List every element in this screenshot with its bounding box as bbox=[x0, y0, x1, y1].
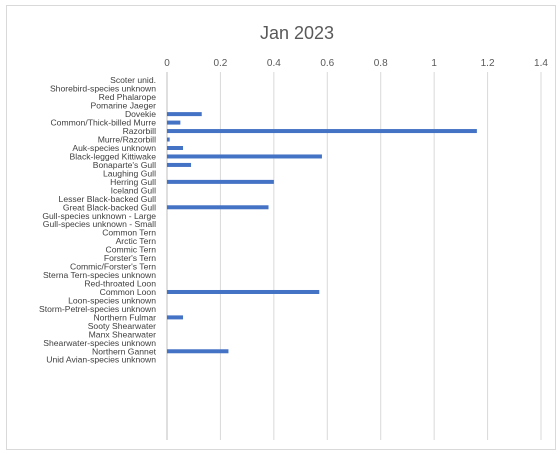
x-tick-label: 0.8 bbox=[374, 58, 388, 69]
category-label: Pomarine Jaeger bbox=[91, 101, 157, 111]
x-tick-label: 0.2 bbox=[213, 58, 227, 69]
category-label: Gull-species unknown - Small bbox=[43, 219, 156, 229]
x-tick-label: 0 bbox=[164, 58, 170, 69]
category-labels: Scoter unid.Shorebird-species unknownRed… bbox=[39, 75, 157, 365]
category-label: Common Tern bbox=[102, 228, 156, 238]
category-label: Black-legged Kittiwake bbox=[70, 151, 157, 161]
category-label: Arctic Tern bbox=[116, 236, 157, 246]
category-label: Red Phalarope bbox=[99, 92, 157, 102]
category-label: Gull-species unknown - Large bbox=[42, 211, 156, 221]
category-label: Bonaparte's Gull bbox=[93, 160, 156, 170]
category-label: Commic Tern bbox=[106, 245, 157, 255]
category-label: Manx Shearwater bbox=[89, 329, 156, 339]
bar bbox=[167, 129, 477, 134]
category-label: Dovekie bbox=[125, 109, 156, 119]
category-label: Unid Avian-species unknown bbox=[46, 355, 156, 365]
category-label: Murre/Razorbill bbox=[98, 135, 156, 145]
category-label: Red-throated Loon bbox=[84, 279, 156, 289]
category-label: Shorebird-species unknown bbox=[50, 84, 156, 94]
category-label: Laughing Gull bbox=[103, 168, 156, 178]
category-label: Sooty Shearwater bbox=[88, 321, 156, 331]
bar bbox=[167, 112, 202, 117]
bar bbox=[167, 120, 181, 125]
category-label: Storm-Petrel-species unknown bbox=[39, 304, 156, 314]
x-tick-label: 1 bbox=[431, 58, 437, 69]
bar bbox=[167, 154, 322, 159]
bar bbox=[167, 289, 320, 294]
category-label: Forster's Tern bbox=[104, 253, 156, 263]
chart-frame bbox=[6, 5, 556, 450]
category-label: Great Black-backed Gull bbox=[63, 202, 156, 212]
category-label: Lesser Black-backed Gull bbox=[59, 194, 157, 204]
bar bbox=[167, 145, 184, 150]
category-label: Razorbill bbox=[123, 126, 157, 136]
category-label: Sterna Tern-species unknown bbox=[43, 270, 156, 280]
category-label: Northern Gannet bbox=[92, 346, 157, 356]
chart-title: Jan 2023 bbox=[260, 23, 334, 43]
category-label: Common Loon bbox=[100, 287, 157, 297]
category-label: Auk-species unknown bbox=[72, 143, 156, 153]
category-label: Northern Fulmar bbox=[93, 312, 156, 322]
x-axis-ticks: 0 0.2 0.4 0.6 0.8 1 1.2 1.4 bbox=[164, 58, 548, 69]
category-label: Commic/Forster's Tern bbox=[70, 262, 156, 272]
category-label: Loon-species unknown bbox=[68, 295, 156, 305]
x-tick-label: 1.4 bbox=[534, 58, 548, 69]
x-tick-label: 0.4 bbox=[267, 58, 281, 69]
gridlines bbox=[166, 72, 542, 440]
bar bbox=[167, 205, 269, 210]
category-label: Shearwater-species unknown bbox=[43, 338, 156, 348]
bar bbox=[167, 162, 192, 167]
bars bbox=[167, 112, 477, 354]
category-label: Iceland Gull bbox=[111, 185, 156, 195]
category-label: Scoter unid. bbox=[110, 75, 156, 85]
category-label: Herring Gull bbox=[110, 177, 156, 187]
bar bbox=[167, 179, 274, 184]
category-label: Common/Thick-billed Murre bbox=[50, 118, 156, 128]
bar bbox=[167, 349, 229, 354]
x-tick-label: 1.2 bbox=[481, 58, 495, 69]
x-tick-label: 0.6 bbox=[320, 58, 334, 69]
bar bbox=[167, 315, 184, 320]
bar bbox=[167, 137, 170, 142]
